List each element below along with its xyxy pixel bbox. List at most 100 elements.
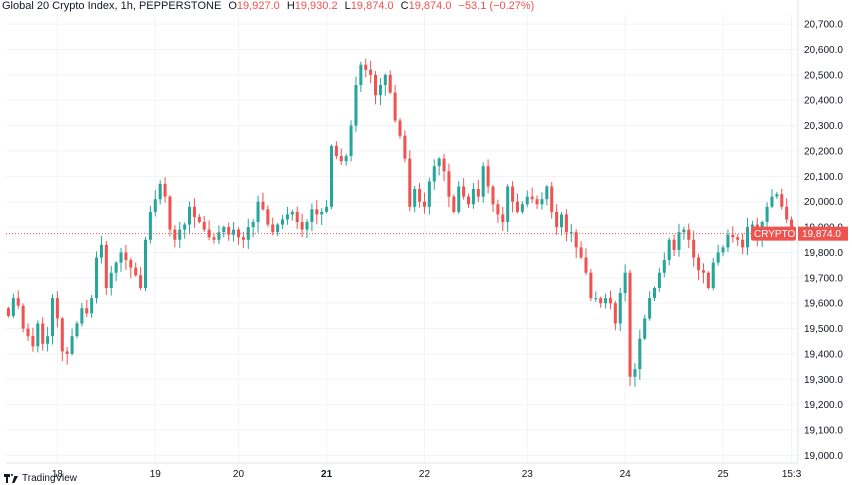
candle-body — [530, 196, 534, 200]
candle — [31, 327, 35, 352]
price-tag-value: 19,874.0 — [802, 229, 841, 240]
change-value: −53.1 (−0.27%) — [458, 0, 535, 12]
candle-body — [315, 209, 319, 215]
candle — [50, 294, 55, 345]
candle — [266, 205, 270, 227]
candle-body — [525, 196, 529, 205]
candle — [770, 189, 774, 209]
candle — [310, 203, 314, 232]
candle — [143, 236, 148, 292]
price-tick-label: 20,000.0 — [804, 197, 843, 208]
candle-body — [202, 222, 206, 230]
candle-body — [266, 209, 270, 225]
price-tag: CRYPTO20 19,874.0 — [751, 226, 848, 241]
candle — [687, 223, 691, 249]
time-axis[interactable]: 18 19 20 21 22 23 24 25 15:3 — [6, 462, 802, 480]
candle-body — [344, 156, 348, 162]
candle — [246, 218, 250, 249]
candle-body — [168, 196, 172, 230]
candle — [476, 179, 480, 202]
candle — [506, 184, 510, 232]
candle — [188, 201, 192, 235]
candle — [46, 327, 50, 352]
candle — [168, 195, 172, 237]
candle-body — [99, 244, 103, 258]
candle — [41, 317, 45, 351]
price-tick-label: 20,400.0 — [804, 96, 843, 107]
candle-body — [785, 206, 789, 220]
candle-body — [667, 239, 671, 261]
close-value: C19,874.0 — [400, 0, 452, 12]
candle-body — [545, 186, 549, 200]
open-value: O19,927.0 — [228, 0, 280, 12]
candle-body — [90, 298, 94, 314]
candle-body — [780, 194, 784, 207]
candle — [374, 71, 378, 105]
candle-body — [432, 166, 436, 182]
candle-body — [148, 211, 152, 240]
candle — [511, 181, 515, 213]
candle — [594, 291, 598, 302]
candle — [427, 177, 431, 215]
candle-body — [227, 227, 231, 235]
candle-body — [706, 272, 710, 288]
tradingview-logo-text: TradingView — [22, 473, 78, 484]
candle — [99, 235, 103, 264]
candle-body — [305, 222, 309, 230]
price-tick-label: 20,100.0 — [804, 172, 843, 183]
candle-body — [550, 186, 554, 212]
candle — [731, 226, 735, 243]
candle — [540, 192, 544, 210]
candle-body — [31, 336, 35, 347]
candle-body — [672, 239, 676, 250]
candle-body — [559, 214, 564, 228]
tradingview-logo[interactable]: TradingView — [4, 473, 77, 484]
candle-body — [452, 196, 456, 212]
candle-body — [60, 318, 64, 352]
candle-body — [143, 239, 148, 288]
candle — [70, 328, 74, 356]
time-tick-label: 19 — [150, 469, 162, 480]
candle — [643, 314, 647, 341]
price-tick-label: 19,700.0 — [804, 273, 843, 284]
price-tick-label: 20,500.0 — [804, 70, 843, 81]
candle-body — [790, 219, 794, 234]
candle — [569, 223, 573, 243]
candle-body — [638, 338, 642, 370]
candle-body — [16, 298, 20, 306]
candle — [21, 303, 25, 333]
candle — [501, 206, 505, 232]
candle — [398, 118, 402, 139]
candle-body — [574, 232, 578, 248]
candle-body — [741, 239, 745, 248]
candle-body — [158, 183, 162, 200]
candle — [667, 237, 671, 266]
candle-body — [109, 272, 113, 288]
symbol-title[interactable]: Global 20 Crypto Index, 1h, PEPPERSTONE — [2, 0, 222, 12]
candle-body — [6, 308, 10, 316]
candle — [212, 233, 216, 244]
candle — [178, 222, 182, 249]
candle — [648, 291, 652, 321]
candle — [393, 85, 397, 123]
candle-body — [643, 318, 647, 339]
candle-body — [750, 224, 754, 228]
candle — [320, 208, 324, 226]
tradingview-logo-icon — [4, 474, 18, 483]
candle-body — [491, 186, 495, 205]
candle-body — [104, 244, 108, 288]
candle — [251, 218, 255, 237]
candle-body — [486, 166, 490, 187]
candle-body — [325, 206, 329, 212]
candle — [422, 192, 426, 214]
candle-body — [173, 229, 177, 240]
candle — [369, 60, 373, 84]
candle — [633, 363, 637, 387]
time-tick-label: 20 — [233, 469, 245, 480]
candle-body — [85, 308, 89, 314]
time-tick-label: 22 — [419, 469, 431, 480]
candle — [217, 225, 221, 245]
candle — [383, 73, 387, 96]
candle-body — [584, 257, 588, 273]
